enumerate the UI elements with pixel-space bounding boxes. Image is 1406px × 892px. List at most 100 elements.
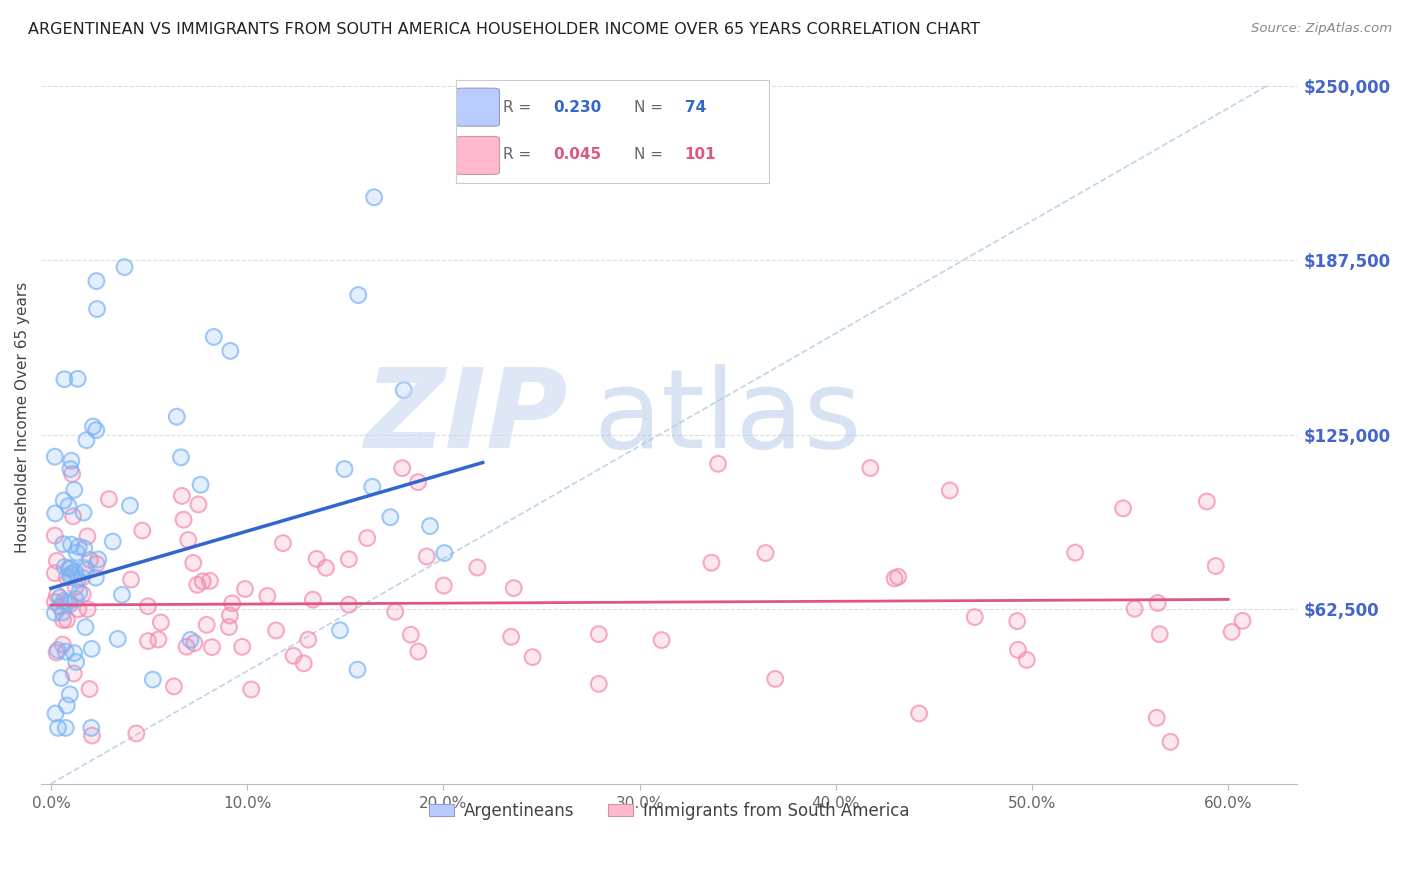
Point bbox=[1159, 735, 1181, 749]
Point bbox=[333, 462, 356, 476]
Point bbox=[198, 574, 221, 588]
Point bbox=[80, 641, 103, 656]
Point bbox=[52, 606, 75, 620]
Point bbox=[86, 274, 108, 288]
Point bbox=[55, 645, 77, 659]
Point bbox=[221, 596, 243, 610]
Point bbox=[49, 591, 72, 605]
Point bbox=[67, 585, 90, 599]
Point bbox=[55, 721, 77, 735]
Point bbox=[588, 627, 610, 641]
Point bbox=[52, 493, 75, 508]
Point bbox=[75, 563, 97, 577]
Point bbox=[56, 613, 79, 627]
Point bbox=[283, 648, 305, 663]
Point bbox=[177, 533, 200, 547]
Point bbox=[107, 632, 129, 646]
Point bbox=[173, 513, 195, 527]
Point bbox=[52, 638, 75, 652]
Point bbox=[264, 624, 287, 638]
Point bbox=[170, 489, 193, 503]
Point bbox=[44, 528, 66, 542]
Point bbox=[859, 461, 882, 475]
Point bbox=[72, 587, 94, 601]
Point bbox=[202, 330, 225, 344]
Point bbox=[292, 657, 315, 671]
Point bbox=[384, 605, 406, 619]
Point bbox=[44, 507, 66, 521]
Point bbox=[73, 561, 96, 575]
Point bbox=[191, 574, 214, 589]
Point bbox=[908, 706, 931, 721]
Point bbox=[406, 475, 429, 490]
Point bbox=[55, 698, 77, 713]
Point bbox=[72, 587, 94, 601]
Point bbox=[67, 602, 90, 616]
Point bbox=[60, 467, 83, 481]
Point bbox=[201, 640, 224, 654]
Point bbox=[391, 461, 413, 475]
Point bbox=[65, 592, 87, 607]
Point bbox=[183, 636, 205, 650]
Point bbox=[1064, 546, 1087, 560]
Point bbox=[53, 372, 76, 386]
Point bbox=[176, 640, 198, 654]
Point bbox=[45, 588, 67, 602]
Point bbox=[80, 729, 103, 743]
Point bbox=[356, 531, 378, 545]
Point bbox=[337, 552, 360, 566]
Point bbox=[1007, 643, 1029, 657]
Point bbox=[707, 457, 730, 471]
Point bbox=[59, 688, 82, 702]
Point bbox=[52, 537, 75, 551]
Point bbox=[700, 556, 723, 570]
Point bbox=[198, 574, 221, 588]
Point bbox=[52, 606, 75, 620]
Point bbox=[75, 620, 97, 634]
Point bbox=[70, 571, 93, 585]
Point bbox=[195, 617, 218, 632]
Point bbox=[44, 566, 66, 580]
Point bbox=[118, 499, 141, 513]
Point bbox=[231, 640, 253, 654]
Point bbox=[346, 663, 368, 677]
Point bbox=[76, 529, 98, 543]
Point bbox=[883, 571, 905, 585]
Point bbox=[887, 570, 910, 584]
Point bbox=[754, 546, 776, 560]
Point bbox=[63, 483, 86, 497]
Point bbox=[45, 646, 67, 660]
Point bbox=[173, 513, 195, 527]
Point bbox=[256, 589, 278, 603]
Point bbox=[66, 372, 89, 386]
Point bbox=[44, 566, 66, 580]
Point bbox=[754, 546, 776, 560]
Point bbox=[59, 462, 82, 476]
Point bbox=[49, 591, 72, 605]
Point bbox=[52, 493, 75, 508]
Point bbox=[399, 628, 422, 642]
Point bbox=[467, 560, 489, 574]
Point bbox=[114, 260, 136, 274]
Text: atlas: atlas bbox=[593, 364, 862, 471]
Point bbox=[59, 570, 82, 584]
Point bbox=[111, 588, 134, 602]
Point bbox=[60, 538, 83, 552]
Point bbox=[125, 726, 148, 740]
Point bbox=[963, 610, 986, 624]
Point bbox=[707, 457, 730, 471]
Point bbox=[59, 597, 82, 611]
Point bbox=[356, 531, 378, 545]
Point bbox=[72, 506, 94, 520]
Point bbox=[522, 650, 544, 665]
Point bbox=[120, 573, 142, 587]
Point bbox=[86, 557, 108, 571]
Point bbox=[101, 534, 124, 549]
Point bbox=[1146, 711, 1168, 725]
Point bbox=[392, 383, 415, 397]
Point bbox=[195, 617, 218, 632]
Point bbox=[55, 698, 77, 713]
Point bbox=[65, 655, 87, 669]
Y-axis label: Householder Income Over 65 years: Householder Income Over 65 years bbox=[15, 282, 30, 553]
Point bbox=[292, 657, 315, 671]
